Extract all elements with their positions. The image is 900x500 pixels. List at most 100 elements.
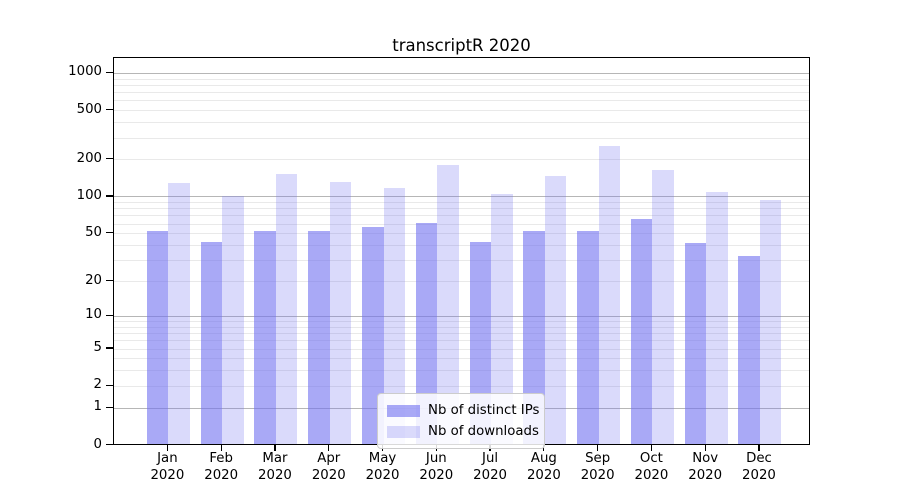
- x-tick-mark: [704, 444, 706, 451]
- x-tick-month: Nov: [692, 451, 719, 466]
- x-tick-month: Mar: [262, 451, 288, 466]
- x-tick-month: May: [368, 451, 397, 466]
- x-tick-label: Mar 2020: [245, 451, 305, 484]
- bar-oct-2020-s1: [652, 169, 674, 444]
- gridline-minor: [114, 340, 809, 342]
- bar-jun-2020-s1: [437, 164, 459, 444]
- y-tick-label: 2: [93, 377, 102, 393]
- bar-mar-2020-s0: [254, 230, 276, 444]
- legend-label: Nb of distinct IPs: [428, 403, 540, 418]
- gridline-minor: [114, 326, 809, 328]
- gridline-minor: [114, 122, 809, 124]
- x-tick-year: 2020: [258, 467, 292, 483]
- gridline-minor: [114, 370, 809, 372]
- bar-sep-2020-s1: [598, 146, 621, 444]
- gridline-major: [114, 72, 809, 74]
- y-tick-label: 100: [76, 187, 102, 203]
- x-tick-month: Jul: [482, 451, 499, 466]
- y-tick-label: 500: [76, 101, 102, 117]
- gridline-minor: [114, 215, 809, 217]
- gridline-minor: [114, 100, 809, 102]
- x-tick-year: 2020: [150, 467, 185, 483]
- x-tick-year: 2020: [580, 467, 615, 483]
- gridline-minor: [114, 260, 809, 262]
- x-tick-year: 2020: [526, 467, 561, 483]
- x-tick-month: Aug: [530, 451, 557, 466]
- gridline-minor: [114, 78, 809, 80]
- x-tick-mark: [328, 444, 330, 451]
- x-tick-label: Sep 2020: [568, 451, 628, 484]
- bar-dec-2020-s0: [738, 255, 760, 444]
- bar-aug-2020-s0: [523, 230, 545, 444]
- x-tick-mark: [758, 444, 760, 451]
- gridline-minor: [114, 110, 809, 112]
- gridline-minor: [114, 84, 809, 86]
- gridline-minor: [114, 223, 809, 225]
- legend-swatch-downloads: [387, 425, 420, 438]
- x-tick-month: Apr: [317, 451, 341, 466]
- x-tick-mark: [650, 444, 652, 451]
- y-tick-mark: [106, 347, 113, 349]
- x-tick-month: Sep: [585, 451, 611, 466]
- gridline-major: [114, 315, 809, 317]
- y-tick-label: 1000: [68, 64, 102, 80]
- bar-nov-2020-s0: [684, 242, 707, 444]
- gridline-minor: [114, 245, 809, 246]
- x-tick-label: May 2020: [353, 451, 413, 484]
- bar-jun-2020-s0: [415, 223, 438, 444]
- x-tick-label: Oct 2020: [621, 451, 681, 484]
- gridline-minor: [114, 233, 809, 235]
- gridline-minor: [114, 281, 809, 283]
- y-tick-mark: [106, 406, 113, 408]
- bar-apr-2020-s0: [308, 230, 330, 444]
- x-tick-year: 2020: [365, 467, 400, 483]
- bar-feb-2020-s0: [200, 241, 223, 444]
- y-tick-mark: [106, 443, 113, 446]
- y-tick-mark: [106, 71, 113, 74]
- y-tick-mark: [106, 232, 113, 234]
- gridline-major: [114, 196, 809, 198]
- x-tick-mark: [166, 444, 168, 451]
- y-tick-mark: [106, 279, 113, 282]
- bar-sep-2020-s0: [577, 230, 599, 444]
- y-tick-mark: [106, 158, 113, 160]
- y-tick-mark: [106, 384, 113, 386]
- x-tick-label: Apr 2020: [299, 451, 359, 484]
- y-tick-mark: [106, 195, 113, 197]
- x-tick-mark: [597, 444, 599, 451]
- x-tick-month: Jun: [425, 451, 447, 466]
- x-tick-mark: [220, 444, 222, 451]
- x-tick-year: 2020: [742, 467, 776, 483]
- bar-aug-2020-s1: [544, 176, 567, 444]
- gridline-minor: [114, 333, 809, 335]
- x-tick-label: Jun 2020: [406, 451, 466, 484]
- bar-jul-2020-s1: [491, 194, 513, 444]
- legend-item: Nb of downloads: [387, 421, 539, 442]
- y-tick-label: 10: [85, 307, 102, 323]
- legend-item: Nb of distinct IPs: [387, 400, 540, 421]
- bar-dec-2020-s1: [759, 200, 782, 444]
- gridline-minor: [114, 321, 809, 322]
- bar-feb-2020-s1: [222, 195, 244, 444]
- x-tick-label: Dec 2020: [729, 451, 789, 484]
- y-tick-label: 1: [93, 399, 102, 415]
- y-tick-mark: [106, 109, 113, 111]
- y-tick-label: 0: [93, 436, 102, 452]
- gridline-minor: [114, 348, 809, 350]
- legend-swatch-distinct-ips: [387, 404, 420, 417]
- y-tick-label: 50: [85, 224, 102, 240]
- bar-may-2020-s0: [362, 226, 384, 444]
- x-tick-year: 2020: [419, 467, 454, 483]
- x-tick-label: Jul 2020: [460, 451, 520, 484]
- x-tick-label: Jan 2020: [137, 451, 197, 484]
- y-tick-label: 200: [76, 150, 102, 166]
- gridline-minor: [114, 92, 809, 94]
- bar-mar-2020-s1: [275, 173, 298, 444]
- gridline-minor: [114, 208, 809, 210]
- x-tick-month: Dec: [746, 451, 772, 466]
- x-tick-label: Nov 2020: [675, 451, 735, 484]
- x-tick-month: Jan: [157, 451, 178, 466]
- bar-nov-2020-s1: [706, 191, 728, 444]
- x-tick-year: 2020: [311, 467, 346, 483]
- chart-title: transcriptR 2020: [392, 36, 531, 55]
